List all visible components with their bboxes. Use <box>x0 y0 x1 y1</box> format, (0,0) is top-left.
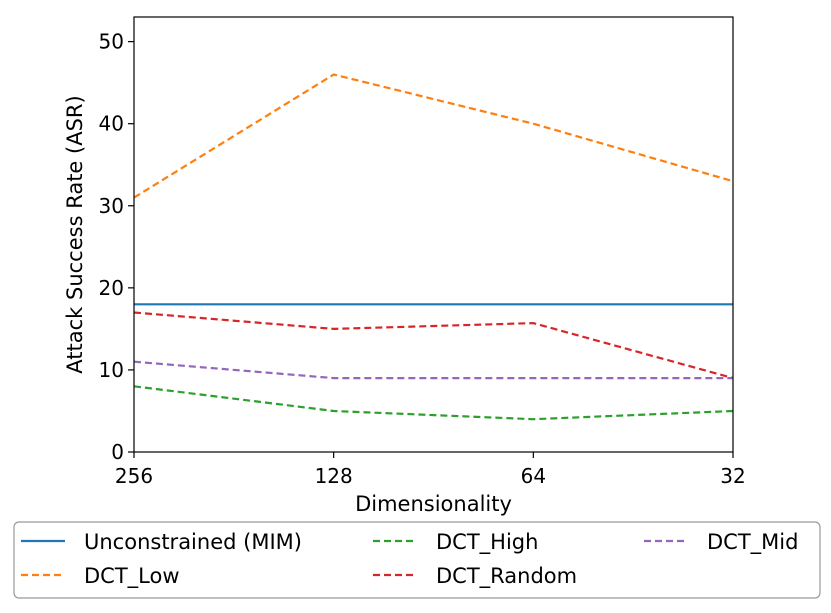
plot-lines <box>133 73 734 421</box>
series-line-dct-random <box>133 311 734 380</box>
legend-label-dct-low: DCT_Low <box>84 564 180 589</box>
legend-label-unconstrained-mim: Unconstrained (MIM) <box>84 530 302 554</box>
y-tick-label: 0 <box>111 440 124 464</box>
y-tick-label: 30 <box>99 194 124 218</box>
legend-box <box>13 521 821 599</box>
y-tick-label: 50 <box>99 30 124 54</box>
x-tick-label: 128 <box>315 464 353 488</box>
x-axis-ticks: 256 128 64 32 <box>115 452 746 488</box>
legend-label-dct-high: DCT_High <box>436 530 538 555</box>
x-tick-label: 32 <box>720 464 745 488</box>
y-axis-ticks: 0 10 20 30 40 50 <box>99 30 134 464</box>
legend-label-dct-mid: DCT_Mid <box>707 530 798 555</box>
y-tick-label: 10 <box>99 358 124 382</box>
legend-label-dct-random: DCT_Random <box>436 564 577 589</box>
legend: Unconstrained (MIM) DCT_Low DCT_High DCT_Ra… <box>13 521 821 599</box>
y-axis-label: Attack Success Rate (ASR) <box>63 95 87 373</box>
series-line-dct-high <box>133 385 734 421</box>
series-line-dct-mid <box>133 360 733 380</box>
plot-frame <box>133 16 734 453</box>
x-tick-label: 64 <box>521 464 546 488</box>
x-axis-label: Dimensionality <box>355 492 512 516</box>
series-line-dct-low <box>133 73 734 199</box>
y-tick-label: 40 <box>99 112 124 136</box>
y-tick-label: 20 <box>99 276 124 300</box>
x-tick-label: 256 <box>115 464 153 488</box>
